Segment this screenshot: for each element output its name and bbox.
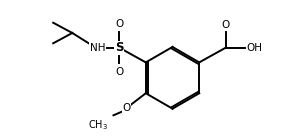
Text: NH: NH [89,43,105,53]
Text: O: O [122,103,131,113]
Text: O: O [115,67,123,77]
Text: CH$_3$: CH$_3$ [88,118,108,132]
Text: O: O [115,19,123,29]
Text: OH: OH [246,43,262,53]
Text: S: S [115,41,124,54]
Text: O: O [222,20,230,30]
